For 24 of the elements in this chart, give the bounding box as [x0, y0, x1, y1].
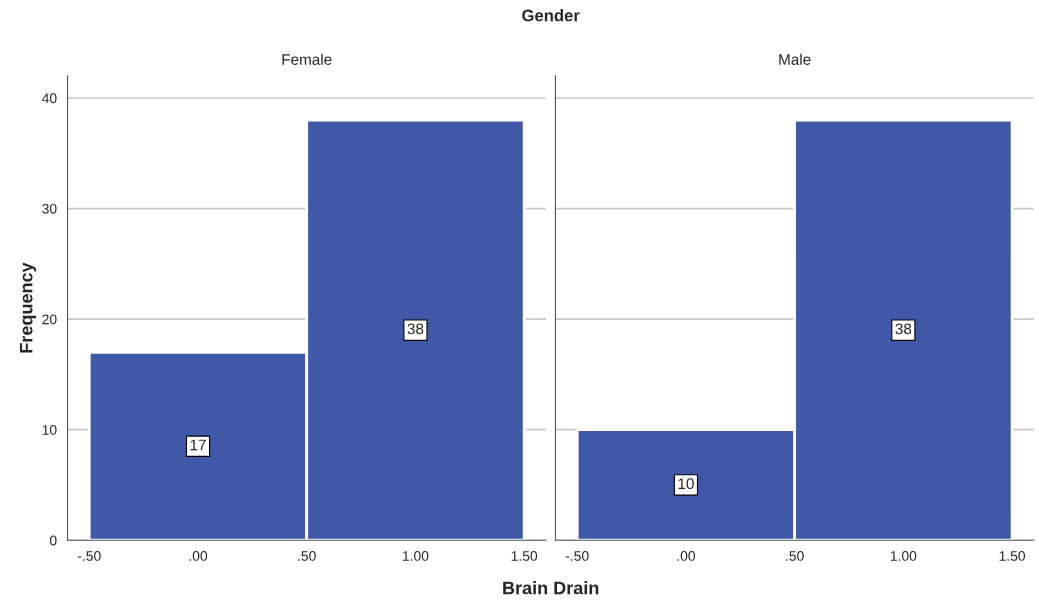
chart-title: Male — [779, 53, 811, 65]
x-axis-title: Brain Drain — [503, 581, 599, 595]
y-tick-label: 40 — [41, 93, 57, 104]
x-tick-label: 1.00 — [890, 551, 917, 561]
x-tick-label: -.50 — [565, 551, 589, 561]
x-tick-label: .00 — [189, 551, 208, 561]
x-tick-label: .50 — [786, 551, 804, 561]
x-tick-label: 1.50 — [511, 551, 538, 561]
y-tick-label: 10 — [42, 425, 57, 435]
y-tick-label: 30 — [42, 203, 57, 214]
y-tick-label: 0 — [49, 535, 57, 546]
text: Gender — [522, 9, 580, 22]
x-tick-label: .50 — [298, 551, 316, 561]
data-label: 38 — [407, 323, 424, 335]
x-tick-label: -.50 — [77, 551, 101, 561]
x-tick-label: 1.50 — [999, 551, 1026, 561]
y-axis-title: Frequency — [19, 262, 37, 353]
data-label: 10 — [678, 478, 694, 490]
data-label: 17 — [190, 439, 206, 451]
data-label: 38 — [895, 323, 912, 335]
y-tick-label: 20 — [42, 314, 57, 325]
x-tick-label: .00 — [677, 551, 696, 561]
x-tick-label: 1.00 — [402, 551, 429, 561]
chart-title: Female — [282, 53, 332, 65]
